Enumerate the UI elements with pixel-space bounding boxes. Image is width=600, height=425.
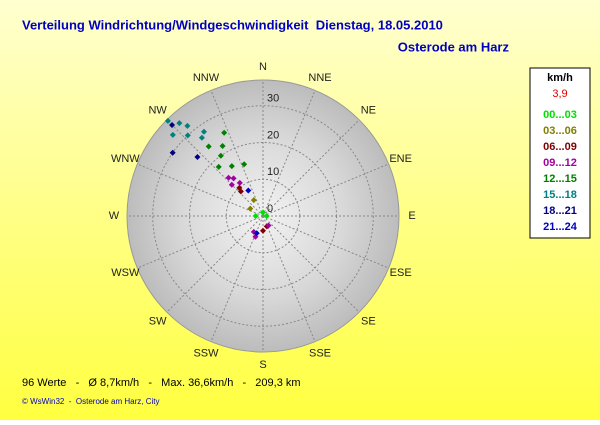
wind-point: [225, 174, 232, 181]
wind-point: [260, 209, 266, 216]
chart-subtitle: Osterode am Harz: [398, 39, 510, 54]
ring: [152, 105, 374, 327]
direction-label: SE: [361, 315, 376, 327]
wind-point: [169, 131, 176, 138]
direction-label: WSW: [111, 267, 140, 279]
wind-point: [169, 149, 176, 156]
wind-point: [217, 152, 224, 159]
legend-entry: 12...15: [543, 173, 577, 185]
legend-entry: 00...03: [543, 109, 577, 121]
spoke: [262, 215, 316, 342]
direction-label: NNW: [193, 72, 220, 84]
legend-box: [529, 67, 591, 239]
footer: 96 Werte - Ø 8,7km/h - Max. 36,6km/h - 2…: [22, 377, 301, 389]
wind-point: [263, 213, 270, 219]
wind-point: [252, 213, 259, 219]
spoke: [137, 163, 264, 217]
spoke: [262, 215, 360, 313]
legend-entry: 21...24: [543, 221, 578, 233]
ring-label: 10: [267, 166, 279, 178]
legend-entry: 18...21: [543, 205, 577, 217]
legend-entry: 15...18: [543, 189, 577, 201]
wind-point: [184, 122, 191, 129]
wind-point: [237, 188, 244, 195]
spoke: [262, 90, 316, 217]
direction-label: WNW: [111, 153, 140, 165]
chart-title: Verteilung Windrichtung/Windgeschwindigk…: [22, 17, 443, 32]
legend-value: 3,9: [552, 88, 567, 100]
wind-point: [164, 117, 171, 124]
legend-entry: 09...12: [543, 157, 577, 169]
wind-point: [245, 187, 252, 194]
wind-point: [205, 143, 212, 150]
direction-label: SSE: [309, 348, 331, 360]
wind-point: [176, 120, 183, 127]
ring-label: 30: [267, 93, 279, 105]
wind-point: [219, 142, 226, 149]
direction-label: SSW: [193, 348, 219, 360]
wind-point: [228, 181, 235, 188]
wind-point: [260, 227, 266, 234]
direction-label: S: [259, 359, 266, 371]
wind-point: [198, 134, 205, 141]
direction-label: NNE: [308, 72, 331, 84]
spoke: [262, 215, 389, 269]
direction-label: ENE: [389, 153, 412, 165]
spoke: [166, 119, 264, 217]
wind-point: [241, 161, 248, 168]
spoke: [210, 215, 264, 342]
direction-label: SW: [149, 315, 167, 327]
legend-entry: 03...06: [543, 125, 577, 137]
wind-point: [265, 222, 272, 229]
ring-label: 0: [267, 203, 273, 215]
direction-label: ESE: [390, 267, 412, 279]
legend-title: km/h: [547, 72, 573, 84]
wind-point: [184, 132, 191, 139]
wind-point: [230, 175, 237, 182]
wind-point: [169, 122, 176, 129]
direction-label: E: [408, 210, 415, 222]
wind-point: [250, 228, 257, 235]
credit: © WsWin32 - Osterode am Harz, City: [22, 397, 159, 406]
direction-label: W: [109, 210, 120, 222]
direction-label: NW: [148, 105, 167, 117]
wind-point: [236, 179, 243, 186]
spoke: [262, 119, 360, 217]
wind-point: [250, 197, 257, 204]
wind-point: [247, 205, 254, 212]
spoke: [137, 215, 264, 269]
ring-label: 20: [267, 129, 279, 141]
spoke: [210, 90, 264, 217]
wind-point: [228, 163, 235, 170]
direction-label: NE: [361, 105, 376, 117]
wind-point: [200, 128, 207, 135]
spoke: [166, 215, 264, 313]
wind-point: [253, 230, 260, 237]
legend-entry: 06...09: [543, 141, 577, 153]
wind-point: [194, 153, 201, 160]
wind-point: [221, 129, 228, 136]
wind-point: [215, 163, 222, 170]
direction-label: N: [259, 61, 267, 73]
spoke: [262, 163, 389, 217]
